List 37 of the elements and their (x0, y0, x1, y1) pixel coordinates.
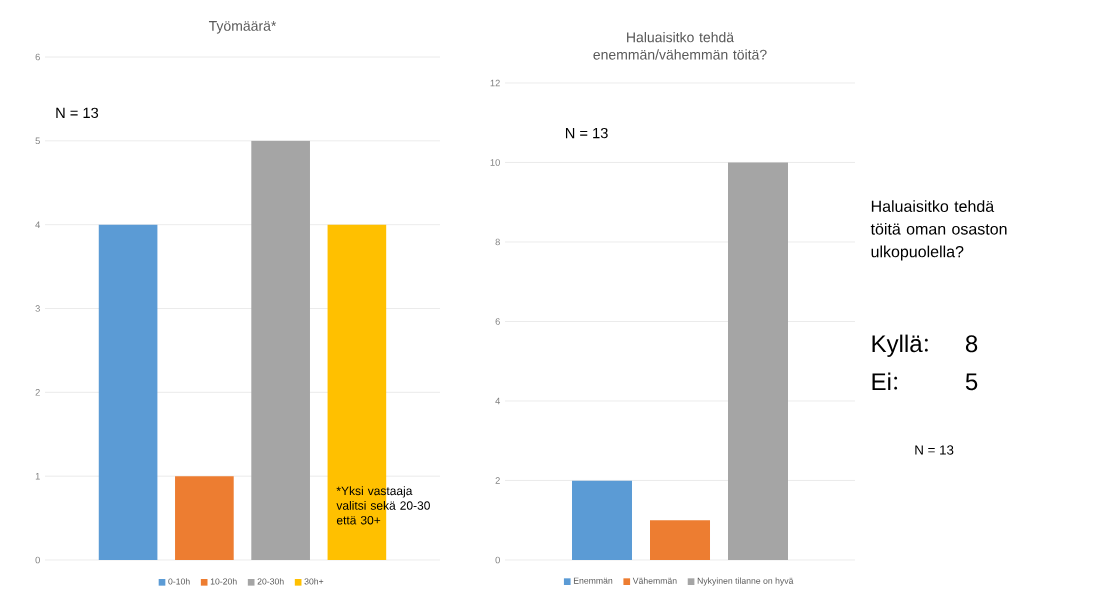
legend-label: 0-10h (168, 578, 190, 585)
category-label: Kyllä (872, 334, 923, 357)
y-tick-label: 5 (35, 137, 40, 145)
y-tick-label: 0 (35, 556, 40, 564)
category-label: Ei (872, 372, 891, 390)
y-tick-label: 1 (35, 472, 40, 480)
text: N = 13 (915, 445, 954, 455)
y-tick-label: 2 (35, 389, 40, 396)
data-label: 8 (965, 335, 978, 353)
bar (98, 224, 158, 560)
annotation: N = 13 (565, 127, 608, 139)
bar (650, 520, 711, 560)
bar (175, 476, 234, 560)
y-tick-label: 4 (495, 397, 501, 405)
y-tick-label: 12 (490, 79, 500, 87)
y-tick-label: 2 (495, 477, 500, 484)
data-label: 5 (965, 373, 978, 391)
y-tick-label: 4 (35, 221, 41, 228)
y-tick-label: 10 (490, 159, 500, 166)
chart-title: Työmäärä* (208, 21, 277, 34)
bar (572, 480, 633, 560)
text: Haluaisitko tehdä töitä oman osaston ulkopuolella? (870, 200, 1007, 261)
legend-label: 30h+ (304, 578, 324, 585)
legend-label: Enemmän (573, 577, 613, 584)
y-tick-label: 0 (495, 556, 500, 564)
chart-title: Haluaisitko tehdä enemmän/vähemmän töitä? (593, 32, 767, 60)
legend-label: Vähemmän (632, 577, 677, 584)
annotation: N = 13 (56, 107, 99, 119)
y-tick-label: 6 (35, 53, 40, 61)
legend-label: 20-30h (257, 578, 284, 585)
y-tick-label: 6 (495, 318, 500, 325)
legend-label: Nykyinen tilanne on hyvä (697, 577, 794, 586)
bar (728, 162, 789, 560)
bar (251, 140, 310, 560)
y-tick-label: 3 (35, 305, 40, 312)
y-tick-label: 8 (495, 238, 500, 246)
legend-label: 10-20h (210, 578, 237, 585)
